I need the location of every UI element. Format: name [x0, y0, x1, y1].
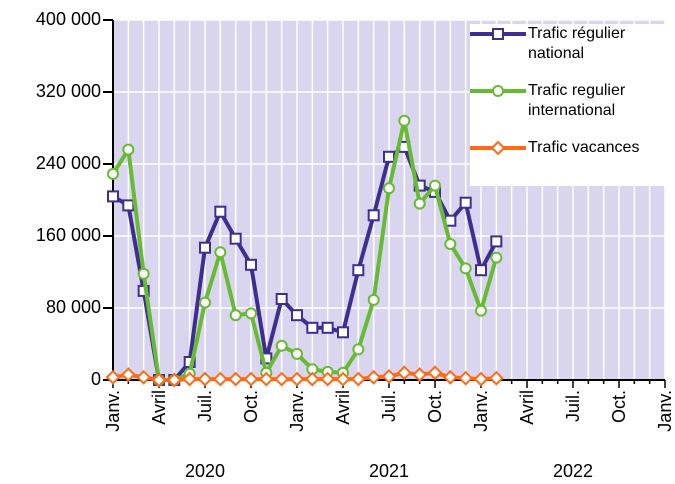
marker: [229, 309, 242, 322]
x-tick-label: Janv.: [103, 390, 123, 432]
x-tick-label: Oct.: [609, 390, 629, 423]
marker: [291, 309, 303, 322]
marker: [488, 370, 504, 386]
marker: [367, 209, 380, 222]
marker: [105, 369, 121, 385]
y-tick-label: 160 000: [36, 225, 101, 245]
marker: [243, 371, 259, 387]
marker: [458, 370, 474, 386]
marker: [212, 371, 228, 387]
marker: [275, 293, 288, 305]
marker: [137, 267, 150, 280]
marker: [182, 371, 198, 387]
marker: [475, 264, 487, 277]
y-tick-label: 0: [91, 369, 101, 389]
marker: [350, 371, 366, 387]
year-label: 2022: [553, 461, 593, 481]
marker: [214, 246, 227, 259]
marker: [367, 293, 380, 306]
legend-entry: Trafic régulier national: [470, 24, 670, 81]
marker: [383, 150, 395, 163]
marker: [352, 264, 365, 277]
legend-label: Trafic regulier international: [528, 82, 626, 119]
marker: [107, 190, 119, 203]
marker: [229, 232, 242, 245]
y-tick-label: 320 000: [36, 81, 101, 101]
marker: [321, 321, 334, 334]
marker: [429, 179, 441, 192]
marker: [381, 368, 397, 384]
x-tick-label: Avril: [333, 390, 353, 425]
x-tick-label: Janv.: [655, 390, 675, 432]
marker: [245, 307, 257, 320]
marker: [396, 365, 412, 381]
marker: [136, 369, 152, 385]
x-tick-label: Janv.: [471, 390, 491, 432]
x-tick-label: Juil.: [563, 390, 583, 422]
marker: [258, 371, 274, 387]
marker: [197, 371, 213, 387]
marker: [304, 371, 320, 387]
marker: [107, 167, 119, 180]
marker: [459, 262, 472, 275]
x-tick-label: Janv.: [287, 390, 307, 432]
marker: [398, 114, 411, 127]
marker: [335, 371, 351, 387]
y-tick-label: 80 000: [46, 297, 101, 317]
x-tick-label: Juil.: [195, 390, 215, 422]
marker: [492, 85, 504, 97]
x-tick-label: Juil.: [379, 390, 399, 422]
marker: [289, 371, 305, 387]
marker: [490, 235, 503, 248]
legend: Trafic régulier national Trafic regulier …: [470, 24, 670, 186]
marker: [492, 28, 504, 40]
marker: [442, 369, 458, 385]
marker: [459, 196, 472, 209]
year-label: 2020: [185, 461, 225, 481]
legend-swatch: [470, 85, 526, 97]
marker: [352, 343, 365, 356]
marker: [151, 372, 167, 388]
marker: [337, 326, 349, 339]
marker: [490, 251, 503, 264]
marker: [412, 367, 428, 383]
marker: [473, 371, 489, 387]
marker: [366, 369, 382, 385]
marker: [320, 371, 336, 387]
marker: [413, 197, 426, 210]
legend-entry: Trafic regulier international: [470, 81, 670, 138]
x-tick-label: Avril: [149, 390, 169, 425]
x-tick-label: Oct.: [241, 390, 261, 423]
legend-label: Trafic vacances: [528, 139, 640, 156]
x-tick-label: Avril: [517, 390, 537, 425]
marker: [122, 199, 135, 212]
legend-swatch: [470, 140, 526, 156]
marker: [166, 372, 182, 388]
marker: [122, 143, 135, 156]
marker: [199, 241, 211, 254]
marker: [228, 371, 244, 387]
year-label: 2021: [369, 461, 409, 481]
x-tick-label: Oct.: [425, 390, 445, 423]
marker: [245, 258, 257, 271]
y-tick-label: 240 000: [36, 153, 101, 173]
marker: [306, 321, 319, 334]
marker: [427, 365, 443, 381]
marker: [475, 304, 487, 317]
marker: [291, 347, 303, 360]
marker: [274, 371, 290, 387]
legend-entry: Trafic vacances: [470, 138, 670, 186]
marker: [120, 367, 136, 383]
marker: [444, 238, 457, 251]
legend-swatch: [470, 28, 526, 40]
marker: [199, 296, 211, 309]
marker: [383, 182, 395, 195]
legend-label: Trafic régulier national: [528, 25, 626, 62]
y-tick-label: 400 000: [36, 9, 101, 29]
marker: [214, 205, 227, 218]
marker: [490, 140, 506, 156]
marker: [275, 339, 288, 352]
